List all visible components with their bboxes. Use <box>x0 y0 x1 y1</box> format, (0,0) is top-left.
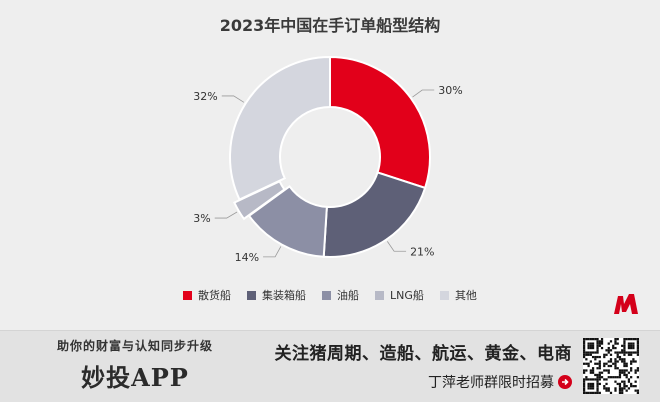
data-label-5: 32% <box>193 90 217 103</box>
footer-brand: 妙投APP <box>81 363 189 392</box>
legend-item-3: 油船 <box>322 287 359 303</box>
data-label-3: 14% <box>235 251 259 264</box>
m-brand-logo <box>614 294 638 314</box>
promo-footer: 助你的财富与认知同步升级 妙投APP 关注猪周期、造船、航运、黄金、电商 丁萍老… <box>0 330 660 402</box>
qr-code <box>583 338 639 394</box>
legend-label: 集装箱船 <box>262 289 307 302</box>
footer-left: 助你的财富与认知同步升级 妙投APP <box>30 337 240 393</box>
footer-topics: 关注猪周期、造船、航运、黄金、电商 <box>274 344 572 364</box>
legend-item-4: LNG船 <box>375 287 424 303</box>
leader-line-4 <box>214 211 238 219</box>
legend-swatch <box>247 290 257 300</box>
leader-line-1 <box>412 89 435 98</box>
legend-swatch <box>183 290 193 300</box>
data-label-1: 30% <box>438 84 462 97</box>
chart-title: 2023年中国在手订单船型结构 <box>219 16 441 35</box>
legend-label: 其他 <box>454 289 477 302</box>
legend-label: 散货船 <box>198 289 232 302</box>
legend-item-5: 其他 <box>439 287 477 303</box>
footer-cta-label: 丁萍老师群限时招募 <box>428 375 554 391</box>
legend-swatch <box>439 290 449 300</box>
data-label-4: 3% <box>193 212 210 225</box>
leader-line-2 <box>387 241 407 252</box>
footer-cta[interactable]: 丁萍老师群限时招募 <box>240 372 572 392</box>
leader-line-3 <box>263 246 282 258</box>
footer-mid: 关注猪周期、造船、航运、黄金、电商 丁萍老师群限时招募 <box>240 339 572 392</box>
data-label-2: 21% <box>410 245 434 258</box>
leader-line-5 <box>221 95 245 103</box>
legend-swatch <box>322 290 332 300</box>
right-arrow-circle-icon <box>558 375 572 389</box>
donut-slice-5 <box>229 55 331 201</box>
donut-slice-1 <box>329 55 431 190</box>
legend-item-2: 集装箱船 <box>247 287 306 303</box>
footer-tagline: 助你的财富与认知同步升级 <box>56 339 213 353</box>
legend-item-1: 散货船 <box>183 287 231 303</box>
chart-legend: 散货船 集装箱船 油船 LNG船 其他 <box>0 287 660 303</box>
donut-chart: 30% 21% 14% 3% 32% <box>193 55 463 264</box>
chart-area: 2023年中国在手订单船型结构 30% 21% 14% 3% 32% 散货船 集装箱船 油船… <box>0 16 660 314</box>
legend-swatch <box>375 290 385 300</box>
legend-label: LNG船 <box>390 289 424 302</box>
legend-label: 油船 <box>337 289 360 302</box>
